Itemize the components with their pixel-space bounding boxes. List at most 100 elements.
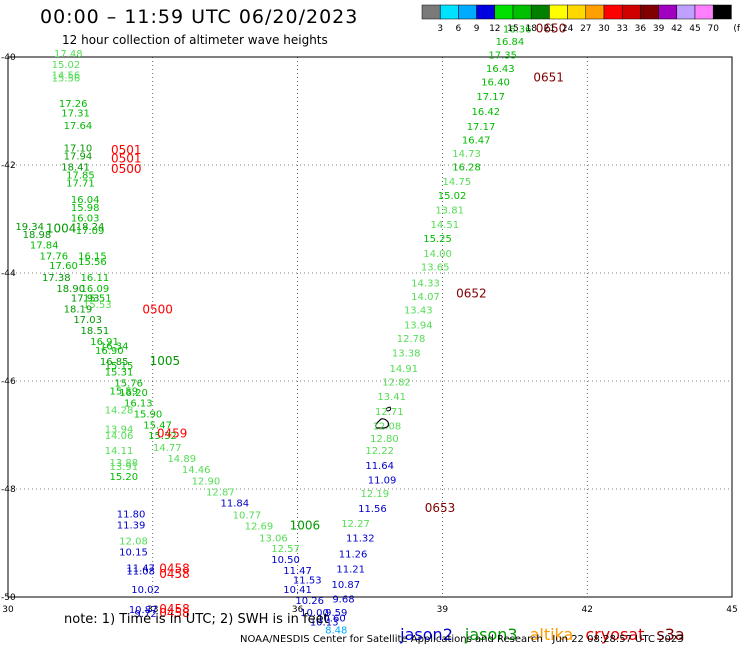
wave-height-label: 16.13 <box>124 398 153 409</box>
scale-label: 45 <box>689 24 700 34</box>
wave-height-label: 11.47 <box>126 564 155 575</box>
wave-height-label: 12.22 <box>365 446 394 457</box>
wave-height-label: 13.38 <box>392 349 421 360</box>
wave-height-label: 16.04 <box>71 195 100 206</box>
islands <box>375 406 392 429</box>
x-tick-label: 42 <box>581 605 592 615</box>
scale-swatch <box>567 4 587 20</box>
scale-swatch <box>476 4 496 20</box>
graticule <box>8 57 732 597</box>
scale-swatch <box>621 4 641 20</box>
wave-height-label: 17.85 <box>66 171 95 182</box>
wave-height-label: 11.64 <box>365 461 394 472</box>
wave-height-label: 12.78 <box>397 334 426 345</box>
scale-label: 15 <box>507 24 518 34</box>
y-tick-label: -48 <box>1 485 16 495</box>
scale-label: 42 <box>671 24 682 34</box>
sat-altika: altika <box>529 625 574 644</box>
pass-time-label: 0458 <box>159 562 190 576</box>
wave-height-label: 16.15 <box>78 252 107 263</box>
wave-height-label: 11.56 <box>358 504 387 515</box>
wave-height-label: 10.87 <box>129 605 158 616</box>
wave-height-label: 10.26 <box>295 596 324 607</box>
wave-height-label: 16.40 <box>481 78 510 89</box>
wave-height-label: 14.07 <box>411 292 440 303</box>
wave-height-label: 17.76 <box>40 252 69 263</box>
wave-height-label: 16.85 <box>100 357 129 368</box>
pass-time-label: 1004 <box>46 222 77 236</box>
wave-height-label: 9.72 <box>134 609 156 620</box>
scale-label: 39 <box>653 24 665 34</box>
y-tick-label: -44 <box>1 269 16 279</box>
x-tick-label: 33 <box>147 605 158 615</box>
wave-height-label: 14.77 <box>153 443 182 454</box>
wave-height-label: 19.34 <box>15 222 44 233</box>
wave-height-label: 14.56 <box>52 71 81 82</box>
y-tick-label: -50 <box>1 593 16 603</box>
wave-height-label: 17.48 <box>54 49 83 60</box>
wave-height-label: 10.87 <box>332 580 361 591</box>
wave-height-label: 18.24 <box>76 222 105 233</box>
scale-swatch <box>458 4 477 20</box>
wave-height-label: 14.06 <box>105 431 134 442</box>
x-tick-label: 39 <box>437 605 449 615</box>
wave-height-label: 13.94 <box>404 321 433 332</box>
wave-height-label: 17.71 <box>66 179 95 190</box>
wave-height-label: 16.43 <box>486 64 515 75</box>
scale-swatch <box>421 4 441 20</box>
wave-height-label: 14.00 <box>423 249 452 260</box>
wave-height-label: 17.94 <box>64 152 93 163</box>
pass-time-label: 0458 <box>159 606 190 620</box>
wave-height-label: 15.90 <box>134 410 163 421</box>
scale-label: 18 <box>525 24 537 34</box>
wave-height-label: 12.08 <box>373 422 402 433</box>
wave-height-label: 14.33 <box>411 279 440 290</box>
pass-time-labels: 0501050105001004050010050459100604580458… <box>46 22 566 620</box>
wave-height-label: 12.80 <box>370 434 399 445</box>
wave-height-label: 17.35 <box>488 51 517 62</box>
wave-height-label: 18.51 <box>81 326 110 337</box>
y-tick-label: -40 <box>1 53 16 63</box>
wave-height-label: 13.91 <box>110 462 139 473</box>
wave-height-label: 18.41 <box>61 162 90 173</box>
satellite-legend: jason2 jason3 altika cryosat s3a <box>390 606 697 644</box>
wave-height-label: 15.31 <box>105 368 134 379</box>
pass-time-label: 0653 <box>425 501 456 515</box>
wave-height-label: 15.53 <box>83 300 112 311</box>
x-tick-label: 36 <box>292 605 304 615</box>
wave-height-label: 11.39 <box>117 520 146 531</box>
wave-height-label: 16.20 <box>119 388 148 399</box>
map-border <box>7 56 733 598</box>
wave-height-label: 17.03 <box>73 315 102 326</box>
wave-height-label: 15.51 <box>83 294 112 305</box>
wave-height-label: 15.32 <box>148 431 177 442</box>
wave-height-label: 15.02 <box>438 191 467 202</box>
footer-note: note: 1) Time is in UTC; 2) SWH is in fe… <box>64 612 329 627</box>
scale-unit: (ft) <box>733 24 740 34</box>
wave-height-label: 10.02 <box>131 585 160 596</box>
wave-height-label: 17.84 <box>30 241 59 252</box>
wave-height-label: 10.13 <box>310 618 339 629</box>
wave-height-label: 17.31 <box>61 108 90 119</box>
wave-height-label: 16.28 <box>452 162 481 173</box>
wave-height-label: 15.56 <box>78 257 107 268</box>
wave-height-label: 11.09 <box>368 476 397 487</box>
scale-swatch <box>712 4 732 20</box>
pass-time-label: 0501 <box>111 151 142 165</box>
wave-height-label: 16.90 <box>95 346 124 357</box>
wave-height-label: 14.89 <box>167 454 196 465</box>
wave-height-label: 17.10 <box>64 144 93 155</box>
scale-swatch <box>694 4 714 20</box>
wave-height-label: 17.60 <box>49 261 78 272</box>
wave-height-label: 13.88 <box>110 458 139 469</box>
wave-height-label: 15.76 <box>114 378 143 389</box>
y-tick-label: -42 <box>1 161 16 171</box>
scale-swatch <box>603 4 623 20</box>
wave-height-label: 11.84 <box>221 498 250 509</box>
scale-label: 21 <box>544 24 555 34</box>
wave-height-label: 13.41 <box>377 392 406 403</box>
scale-label: 27 <box>580 24 591 34</box>
wave-height-label: 10.00 <box>300 608 329 619</box>
wave-height-label: 16.34 <box>100 342 129 353</box>
